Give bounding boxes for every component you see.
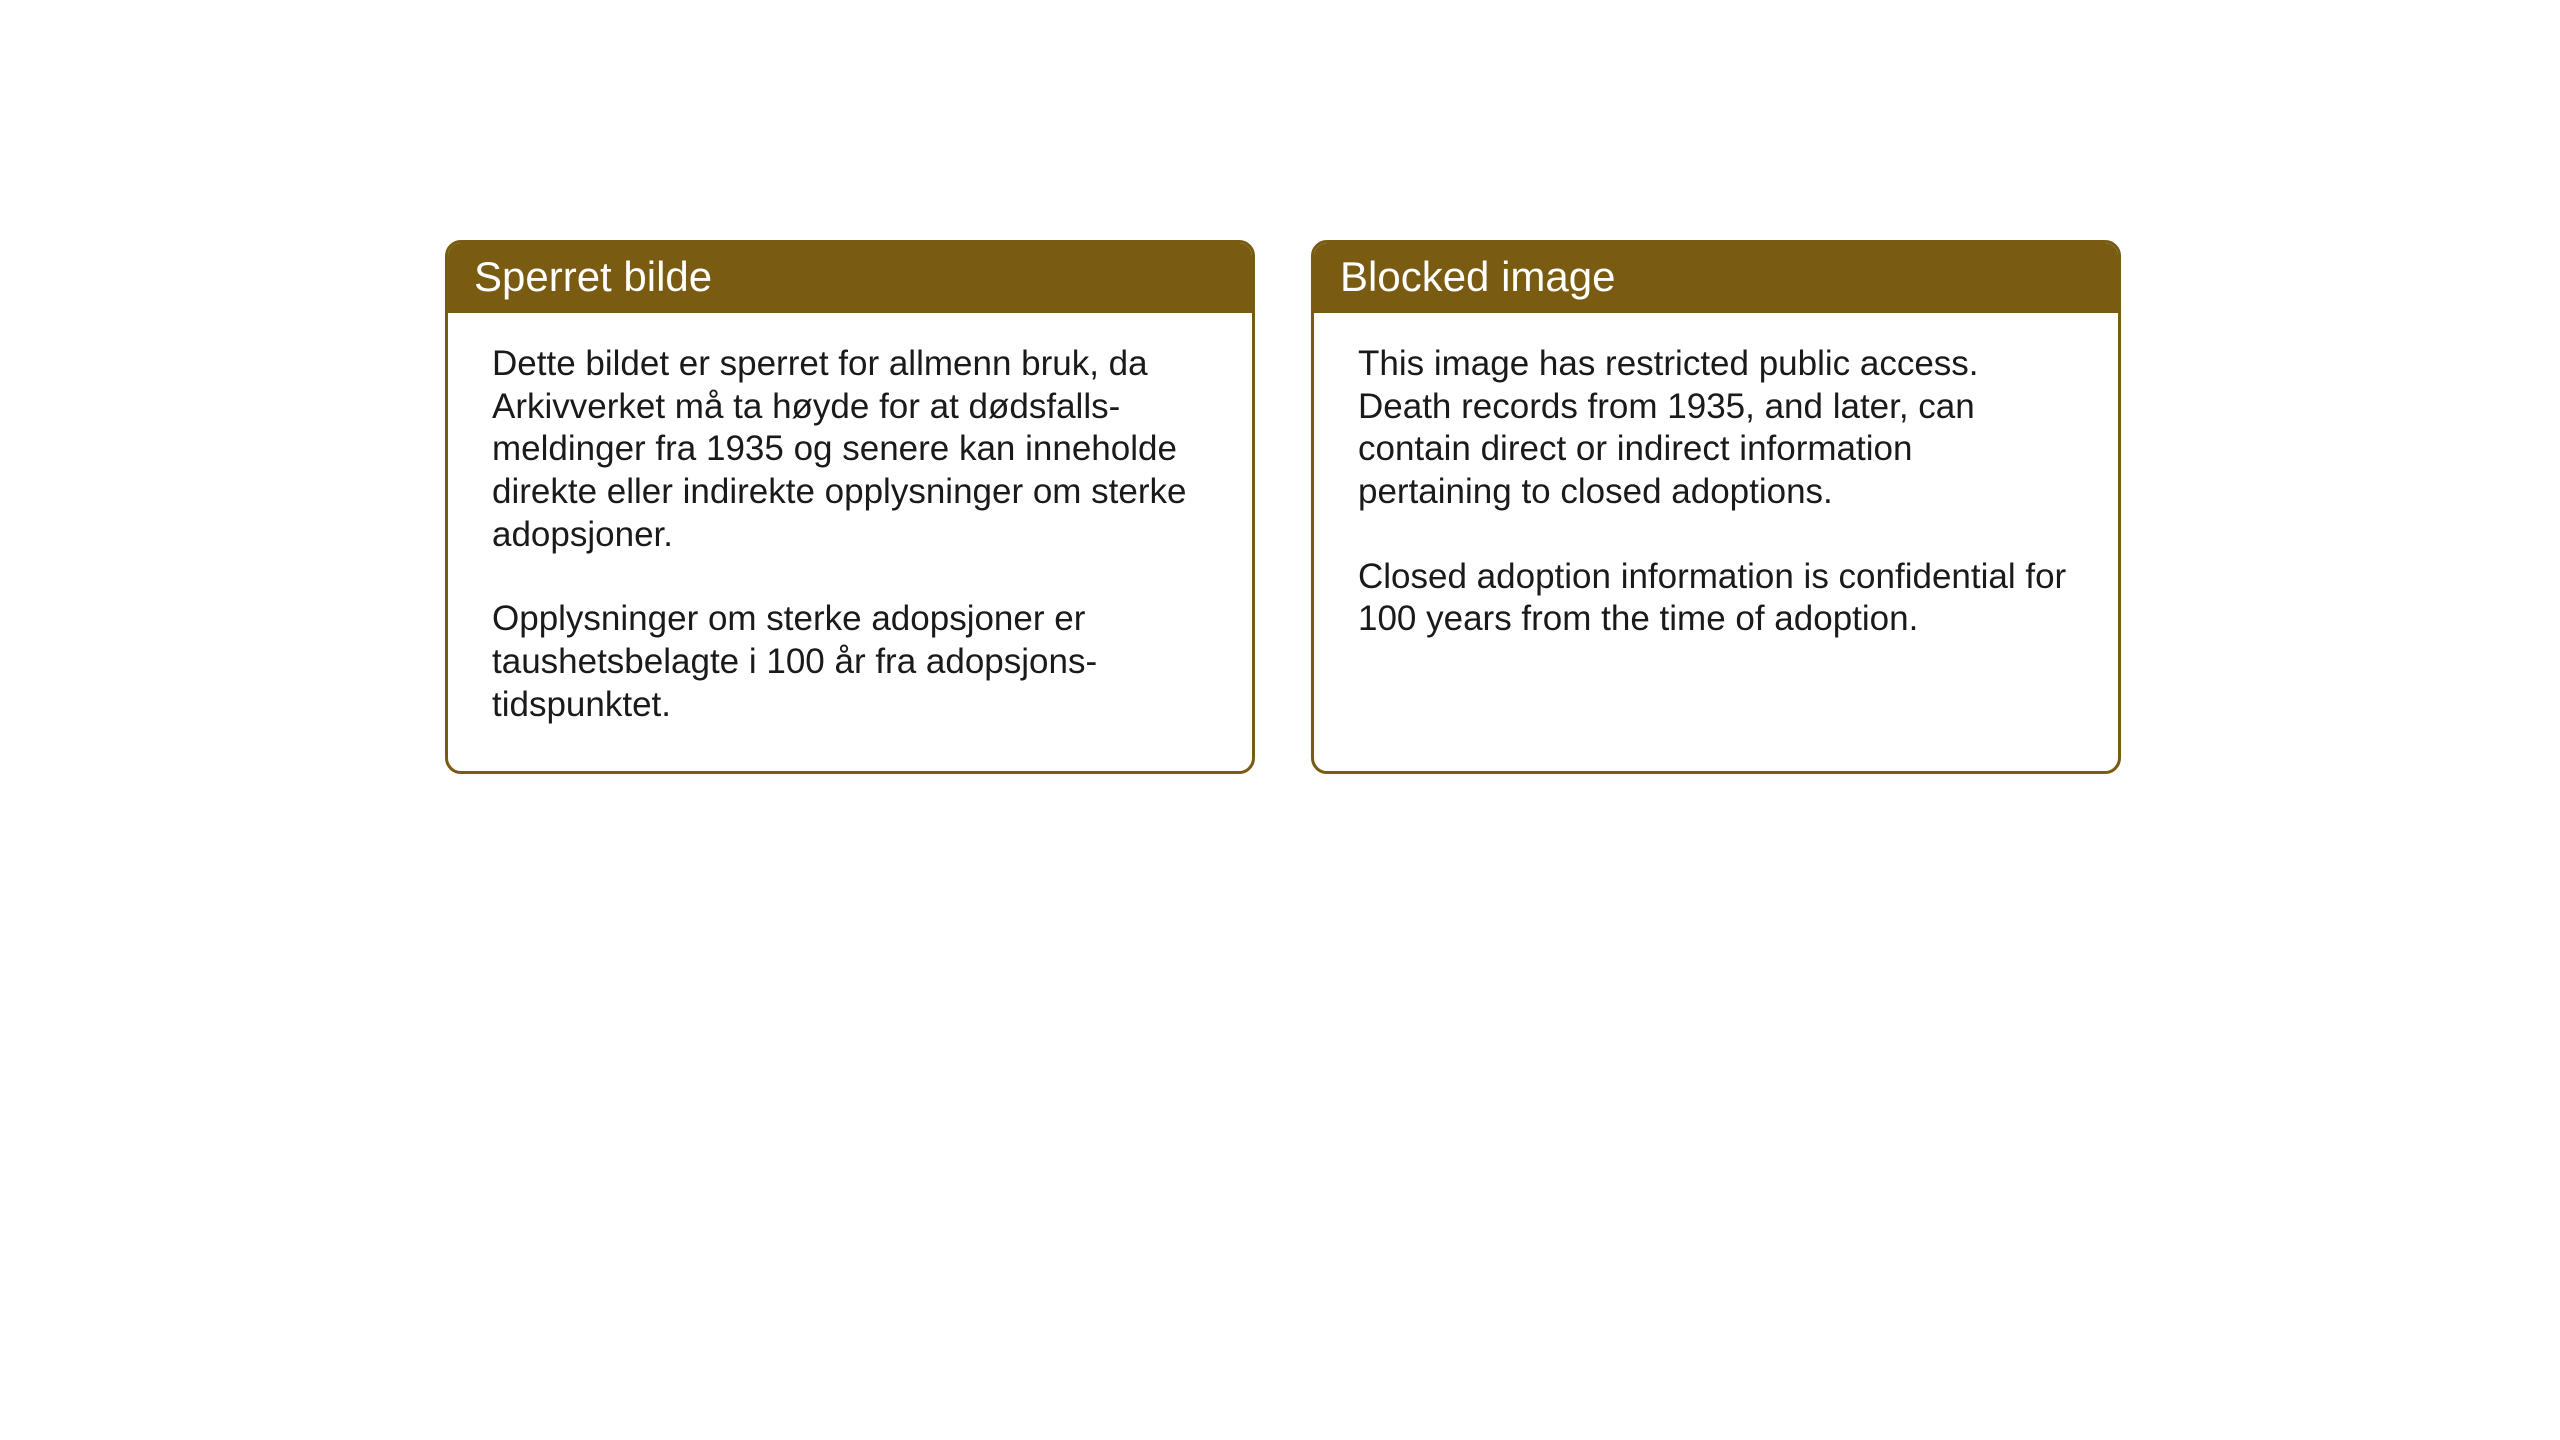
norwegian-paragraph-2: Opplysninger om sterke adopsjoner er tau… bbox=[492, 598, 1208, 726]
english-paragraph-2: Closed adoption information is confident… bbox=[1358, 556, 2074, 641]
norwegian-card-body: Dette bildet er sperret for allmenn bruk… bbox=[448, 313, 1252, 771]
notice-cards-container: Sperret bilde Dette bildet er sperret fo… bbox=[445, 240, 2121, 774]
english-card-title: Blocked image bbox=[1314, 243, 2118, 313]
english-card-body: This image has restricted public access.… bbox=[1314, 313, 2118, 685]
norwegian-paragraph-1: Dette bildet er sperret for allmenn bruk… bbox=[492, 343, 1208, 556]
english-paragraph-1: This image has restricted public access.… bbox=[1358, 343, 2074, 514]
english-notice-card: Blocked image This image has restricted … bbox=[1311, 240, 2121, 774]
norwegian-card-title: Sperret bilde bbox=[448, 243, 1252, 313]
norwegian-notice-card: Sperret bilde Dette bildet er sperret fo… bbox=[445, 240, 1255, 774]
